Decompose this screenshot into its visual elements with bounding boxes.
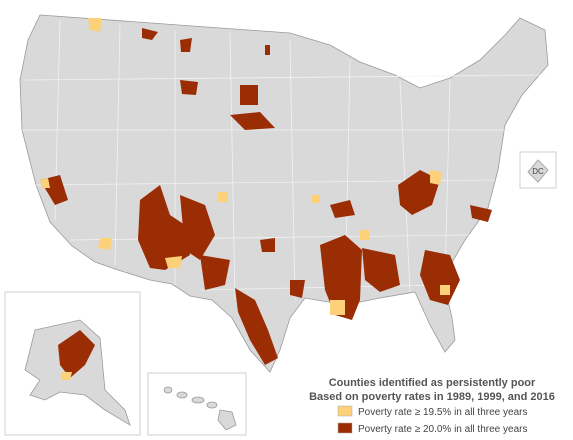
map-title: Counties identified as persistently poor [329, 377, 536, 389]
dc-label: DC [532, 167, 544, 176]
alaska-land [24, 319, 131, 426]
legend: Poverty rate ≥ 19.5% in all three years P… [337, 405, 527, 435]
dc-inset-frame [519, 151, 557, 189]
legend-swatch [337, 422, 353, 434]
legend-label: Poverty rate ≥ 20.0% in all three years [358, 424, 527, 435]
legend-swatch [337, 405, 353, 417]
map-subtitle: Based on poverty rates in 1989, 1999, an… [309, 391, 555, 403]
legend-label: Poverty rate ≥ 19.5% in all three years [358, 407, 527, 418]
us-land [19, 14, 549, 373]
alaska-inset-frame [4, 291, 141, 436]
hawaii-inset-frame [147, 372, 247, 436]
poverty-195-counties [40, 18, 450, 380]
hawaii-land [163, 386, 237, 431]
dc-land [527, 159, 549, 183]
